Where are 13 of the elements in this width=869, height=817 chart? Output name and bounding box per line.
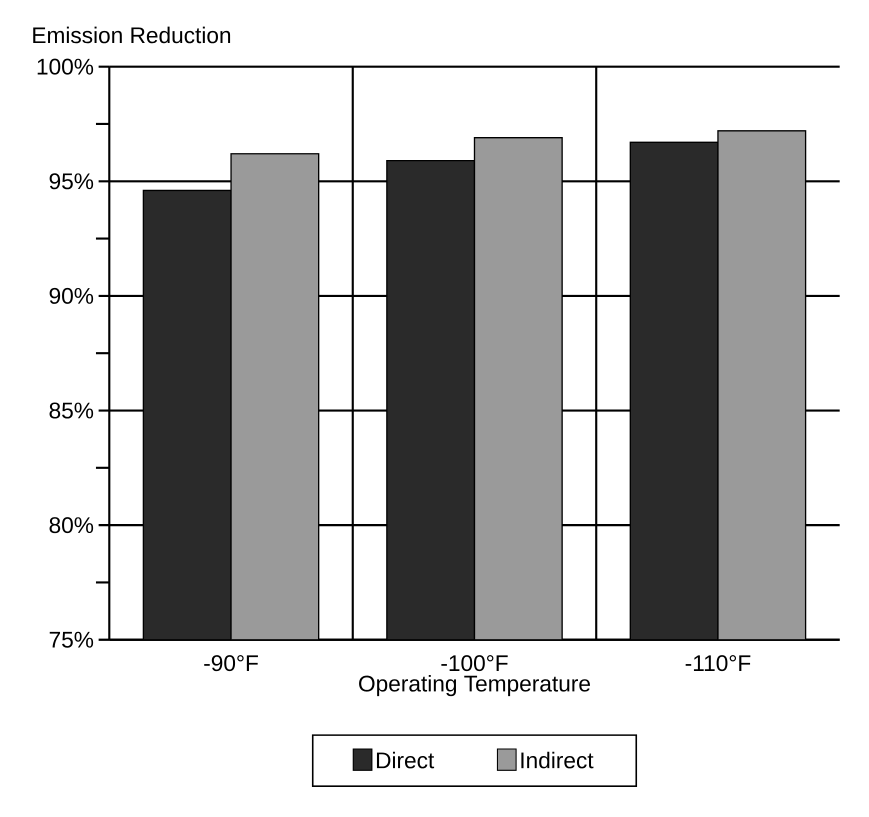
y-tick-label: 85%	[50, 402, 94, 419]
y-tick-label: 100%	[38, 58, 94, 75]
x-tick-label: -110°F	[686, 655, 750, 672]
x-tick-label: -100°F	[441, 655, 508, 672]
y-tick-label: 95%	[50, 173, 94, 190]
y-axis-title: Emission Reduction	[33, 26, 230, 44]
x-axis-title: Operating Temperature	[359, 674, 590, 696]
legend-label: Direct	[376, 752, 434, 768]
legend-label: Indirect	[521, 752, 594, 768]
x-tick-label: -90°F	[204, 655, 258, 672]
y-tick-label: 75%	[50, 632, 94, 648]
y-tick-label: 90%	[50, 288, 94, 304]
y-tick-label: 80%	[50, 517, 94, 534]
